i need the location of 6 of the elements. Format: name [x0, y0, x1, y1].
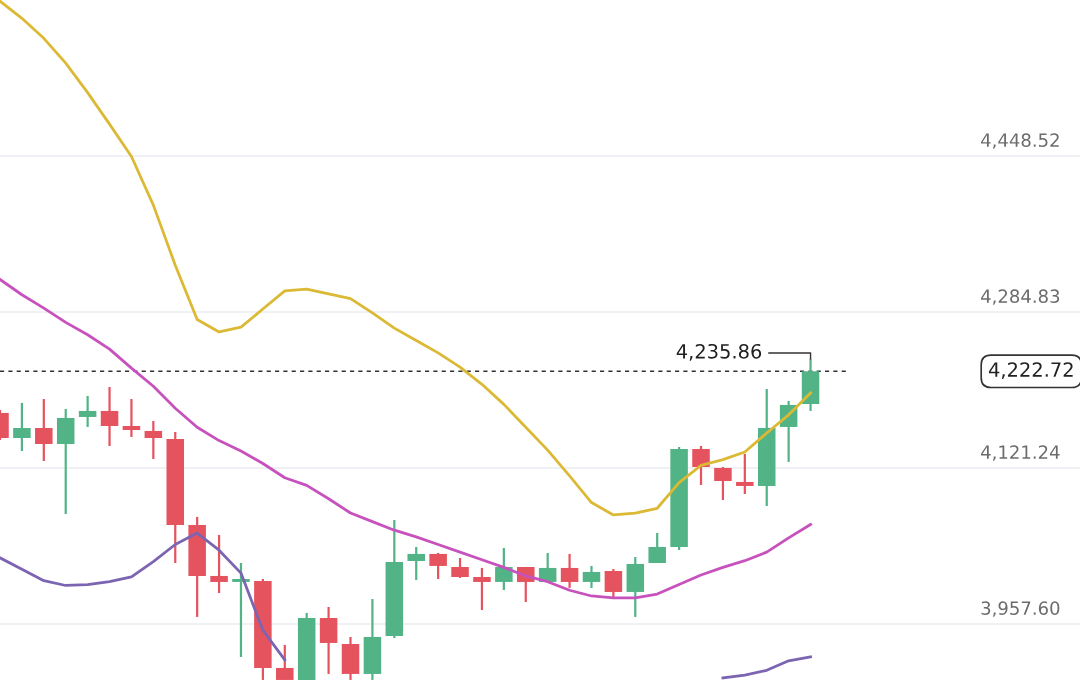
y-tick-label: 4,448.52 — [981, 133, 1059, 149]
y-tick-label: 4,284.83 — [981, 289, 1060, 305]
annotation: 4,235.86 — [676, 343, 762, 361]
y-tick-label: 3,957.60 — [981, 601, 1060, 617]
ref-line-label: 4,222.72 — [988, 362, 1073, 379]
y-tick-label: 4,121.24 — [981, 445, 1060, 461]
